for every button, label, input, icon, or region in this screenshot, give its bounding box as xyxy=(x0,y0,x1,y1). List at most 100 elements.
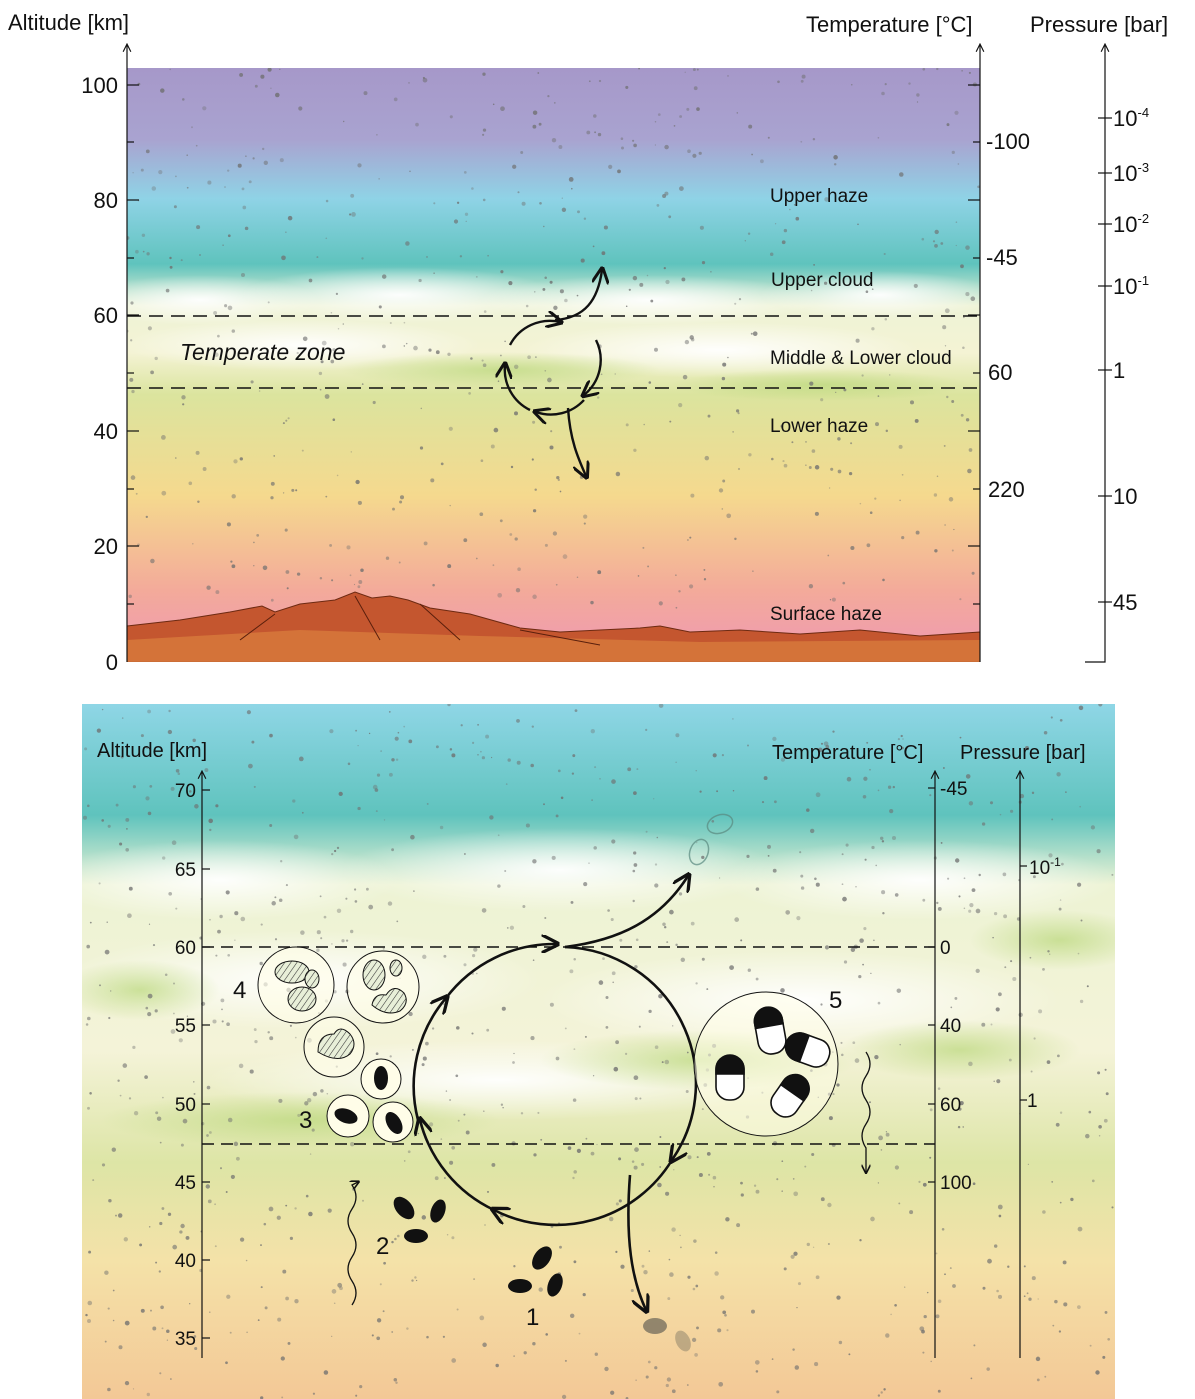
particle-dot xyxy=(970,1377,973,1380)
particle-dot xyxy=(999,813,1002,816)
particle-dot xyxy=(701,1108,704,1111)
particle-dot xyxy=(1059,718,1063,722)
particle-dot xyxy=(593,114,597,118)
particle-dot xyxy=(588,80,591,83)
particle-dot xyxy=(642,546,645,549)
particle-dot xyxy=(408,739,413,744)
particle-dot xyxy=(559,289,564,294)
particle-dot xyxy=(101,708,104,711)
particle-dot xyxy=(451,753,456,758)
particle-dot xyxy=(736,1223,741,1228)
particle-dot xyxy=(909,1210,914,1215)
top-pressure-axis xyxy=(1085,45,1105,663)
particle-dot xyxy=(888,374,891,376)
particle-dot xyxy=(578,1332,581,1335)
particle-dot xyxy=(654,1366,658,1370)
particle-dot xyxy=(405,342,408,345)
particle-dot xyxy=(513,1355,515,1357)
particle-dot xyxy=(85,1023,89,1026)
particle-dot xyxy=(395,758,399,761)
particle-dot xyxy=(870,1216,875,1222)
particle-dot xyxy=(901,473,904,476)
particle-dot xyxy=(597,570,602,575)
particle-dot xyxy=(213,310,218,315)
top-particles xyxy=(127,68,980,609)
particle-dot xyxy=(96,728,102,733)
particle-dot xyxy=(252,157,255,160)
particle-dot xyxy=(209,1311,211,1313)
particle-dot xyxy=(282,492,285,494)
particle-dot xyxy=(584,1035,587,1038)
particle-dot xyxy=(320,1089,324,1093)
particle-dot xyxy=(812,137,816,141)
particle-dot xyxy=(285,231,287,233)
particle-dot xyxy=(717,1328,722,1333)
particle-dot xyxy=(813,264,815,266)
particle-dot xyxy=(217,929,221,934)
particle-dot xyxy=(850,442,853,445)
particle-dot xyxy=(701,260,706,265)
particle-dot xyxy=(431,1027,435,1030)
particle-dot xyxy=(1012,976,1017,982)
particle-dot xyxy=(471,187,474,190)
particle-dot xyxy=(169,256,172,260)
particle-dot xyxy=(875,422,879,427)
particle-dot xyxy=(225,1361,228,1365)
particle-dot xyxy=(654,144,657,146)
particle-dot xyxy=(827,1202,832,1208)
particle-dot xyxy=(941,1228,945,1231)
particle-dot xyxy=(968,448,973,452)
particle-dot xyxy=(253,565,255,567)
bottom-temp-label-60: 60 xyxy=(940,1095,961,1116)
particle-dot xyxy=(338,791,343,797)
particle-dot xyxy=(641,1162,645,1166)
particle-dot xyxy=(500,106,505,112)
particle-dot xyxy=(922,1182,927,1187)
particle-dot xyxy=(135,249,139,254)
particle-dot xyxy=(1054,1299,1058,1304)
stage-4-particles xyxy=(257,946,420,1078)
particle-dot xyxy=(250,380,254,384)
particle-dot xyxy=(192,543,194,545)
particle-dot xyxy=(172,1244,178,1250)
particle-dot xyxy=(678,590,681,593)
particle-dot xyxy=(224,186,226,188)
particle-dot xyxy=(666,1377,672,1382)
particle-dot xyxy=(230,1174,235,1179)
particle-dot xyxy=(632,899,635,903)
particle-dot xyxy=(349,213,352,216)
particle-dot xyxy=(953,528,955,531)
particle-dot xyxy=(506,927,509,929)
particle-dot xyxy=(799,851,802,854)
particle-dot xyxy=(538,122,542,126)
particle-dot xyxy=(569,1313,575,1319)
particle-dot xyxy=(350,451,353,453)
particle-dot xyxy=(690,337,695,342)
particle-dot xyxy=(781,1160,784,1163)
particle-dot xyxy=(472,954,476,958)
particle-dot xyxy=(294,1299,299,1304)
particle-dot xyxy=(429,1122,434,1127)
particle-dot xyxy=(108,1198,112,1203)
particle-dot xyxy=(1107,1337,1111,1341)
particle-dot xyxy=(975,968,980,974)
particle-dot xyxy=(850,947,856,952)
particle-dot xyxy=(806,808,810,812)
particle-dot xyxy=(124,1380,130,1386)
particle-dot xyxy=(957,1125,961,1129)
particle-dot xyxy=(567,1146,572,1150)
particle-dot xyxy=(1086,985,1089,988)
particle-dot xyxy=(175,907,178,910)
particle-dot xyxy=(147,993,153,999)
particle-dot xyxy=(687,1155,692,1160)
particle-dot xyxy=(929,1108,933,1112)
particle-dot xyxy=(841,883,844,886)
particle-dot xyxy=(678,892,683,896)
particle-dot xyxy=(689,335,694,340)
particle-dot xyxy=(209,828,212,832)
particle-dot xyxy=(686,1384,689,1386)
particle-dot xyxy=(583,514,588,519)
particle-dot xyxy=(532,594,537,600)
particle-dot xyxy=(628,288,631,291)
particle-dot xyxy=(279,158,284,163)
